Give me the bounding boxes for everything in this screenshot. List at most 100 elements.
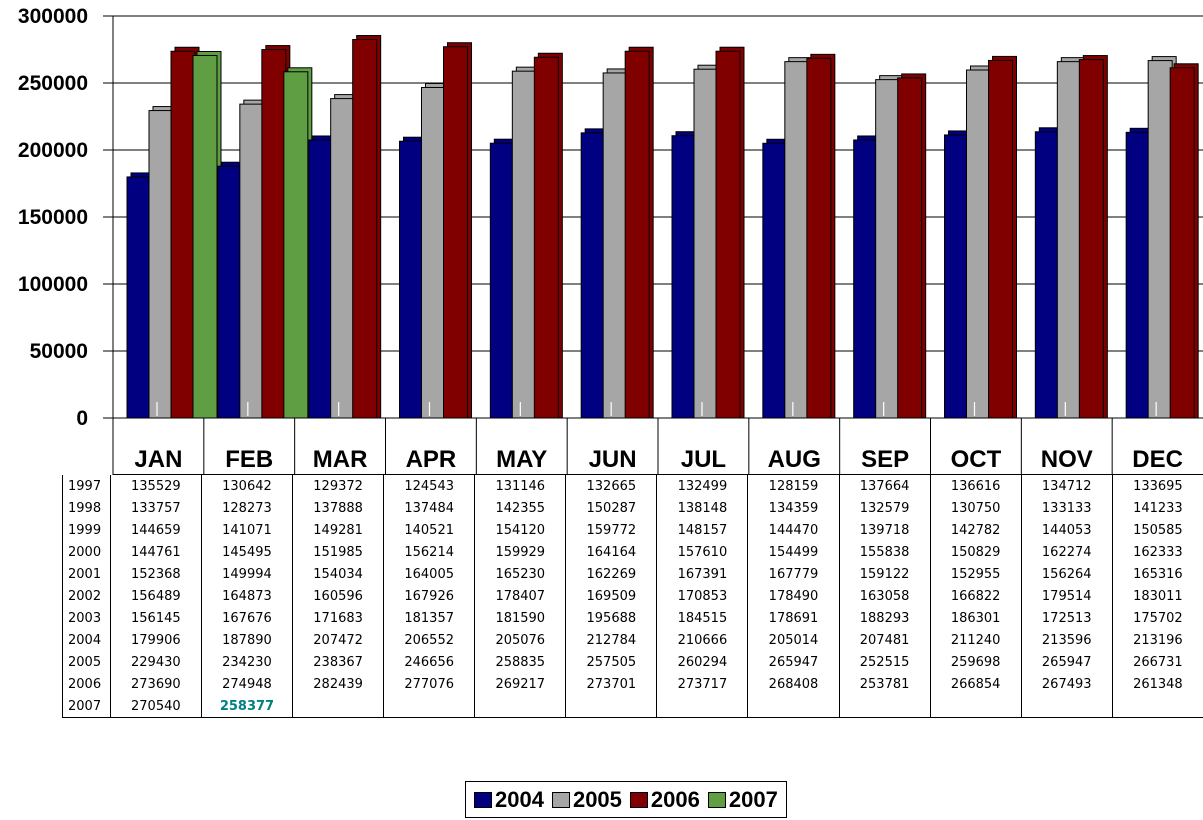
legend-item: 2004 <box>474 787 544 813</box>
table-cell: 152955 <box>929 563 1022 585</box>
bar <box>283 71 309 419</box>
table-cell: 178490 <box>747 585 840 607</box>
table-cell: 172513 <box>1020 607 1113 629</box>
legend-label: 2005 <box>572 786 622 812</box>
table-cell <box>929 695 1022 718</box>
table-row: 2005 229430 234230 238367 246656 258835 257505… <box>62 651 1203 673</box>
row-year-label: 1997 <box>62 475 111 497</box>
bar <box>399 140 424 419</box>
y-axis: 300000 250000 200000 150000 100000 50000 0 <box>18 5 114 430</box>
table-cell: 149994 <box>200 563 293 585</box>
table-cell <box>838 695 931 718</box>
x-tick-label: JAN <box>134 446 182 473</box>
table-cell: 164164 <box>565 541 657 563</box>
row-year-label: 2004 <box>62 629 111 651</box>
table-cell: 167779 <box>747 563 840 585</box>
table-cell: 132579 <box>838 497 931 519</box>
table-cell: 159772 <box>565 519 657 541</box>
table-cell: 129372 <box>292 475 384 497</box>
table-cell: 270540 <box>109 695 202 718</box>
table-cell: 135529 <box>109 475 202 497</box>
table-cell: 170853 <box>656 585 748 607</box>
table-cell: 213196 <box>1111 629 1203 651</box>
table-cell: 164005 <box>383 563 475 585</box>
table-cell: 267493 <box>1020 673 1113 695</box>
bars <box>113 35 1203 419</box>
bar <box>875 79 901 419</box>
x-tick-label: NOV <box>1041 446 1093 473</box>
table-cell: 140521 <box>383 519 475 541</box>
table-cell: 171683 <box>292 607 384 629</box>
table-cell <box>747 695 840 718</box>
bar <box>1056 61 1082 419</box>
table-cell: 187890 <box>200 629 293 651</box>
table-cell: 175702 <box>1111 607 1203 629</box>
x-tick-label: APR <box>406 446 457 473</box>
x-tick-label: DEC <box>1132 446 1183 473</box>
table-cell: 150585 <box>1111 519 1203 541</box>
table-cell: 162333 <box>1111 541 1203 563</box>
legend-swatch <box>629 791 648 808</box>
table-cell: 167926 <box>383 585 475 607</box>
table-cell: 128273 <box>200 497 293 519</box>
table-cell <box>1020 695 1113 718</box>
table-cell: 150287 <box>565 497 657 519</box>
table-cell: 268408 <box>747 673 840 695</box>
table-cell: 144470 <box>747 519 840 541</box>
table-cell: 277076 <box>383 673 475 695</box>
table-cell: 132499 <box>656 475 748 497</box>
table-cell: 273690 <box>109 673 202 695</box>
table-cell: 154120 <box>474 519 566 541</box>
table-cell: 144659 <box>109 519 202 541</box>
bar <box>352 39 378 419</box>
bar <box>261 49 287 419</box>
x-tick-label: MAY <box>496 446 547 473</box>
table-cell: 205076 <box>474 629 566 651</box>
table-cell <box>292 695 384 718</box>
x-axis: JAN FEB MAR APR MAY JUN JUL AUG SEP OCT NOV DEC <box>112 418 1203 475</box>
table-cell: 151985 <box>292 541 384 563</box>
table-cell <box>565 695 657 718</box>
table-cell: 130642 <box>200 475 293 497</box>
table-cell: 178691 <box>747 607 840 629</box>
bar <box>533 56 559 419</box>
bar <box>308 139 334 419</box>
table-cell: 234230 <box>200 651 293 673</box>
bar <box>762 142 788 419</box>
bar <box>1125 131 1151 419</box>
legend-swatch <box>474 791 492 808</box>
bar <box>170 50 196 419</box>
bar <box>580 132 606 419</box>
bar <box>192 54 218 419</box>
table-cell: 258377 <box>200 695 293 718</box>
row-year-label: 2000 <box>62 541 111 563</box>
row-year-label: 2002 <box>62 585 111 607</box>
table-cell: 141071 <box>200 519 293 541</box>
table-cell: 186301 <box>929 607 1022 629</box>
row-year-label: 2007 <box>62 695 111 718</box>
table-cell: 154034 <box>292 563 384 585</box>
table-cell: 124543 <box>383 475 475 497</box>
row-year-label: 2005 <box>62 651 111 673</box>
bar <box>330 98 356 419</box>
table-cell: 229430 <box>109 651 202 673</box>
table-cell: 181590 <box>474 607 566 629</box>
table-cell: 282439 <box>292 673 384 695</box>
table-cell: 150829 <box>929 541 1022 563</box>
table-cell: 167676 <box>200 607 293 629</box>
table-cell: 165230 <box>474 563 566 585</box>
table-cell: 156145 <box>109 607 202 629</box>
bar <box>1169 67 1195 419</box>
table-cell: 273717 <box>656 673 748 695</box>
x-tick-label: OCT <box>951 446 1002 473</box>
table-cell: 164873 <box>200 585 293 607</box>
y-tick-label: 50000 <box>30 340 88 363</box>
table-cell: 183011 <box>1111 585 1203 607</box>
table-cell: 137484 <box>383 497 475 519</box>
table-cell: 181357 <box>383 607 475 629</box>
legend-swatch <box>551 791 570 808</box>
table-cell: 137888 <box>292 497 384 519</box>
y-tick-label: 200000 <box>18 139 88 162</box>
bar <box>421 86 446 419</box>
table-cell: 142355 <box>474 497 566 519</box>
